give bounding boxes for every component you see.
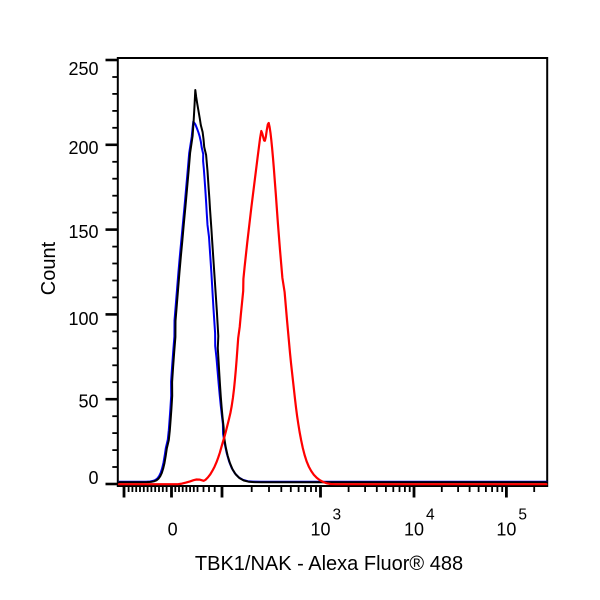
svg-text:10: 10 (310, 520, 330, 540)
svg-text:Count: Count (38, 241, 60, 295)
svg-text:10: 10 (404, 520, 424, 540)
svg-text:50: 50 (78, 392, 98, 412)
svg-text:200: 200 (68, 138, 98, 158)
svg-text:150: 150 (68, 222, 98, 242)
svg-text:0: 0 (88, 468, 98, 488)
svg-text:250: 250 (68, 59, 98, 79)
svg-text:4: 4 (426, 507, 435, 524)
svg-text:5: 5 (518, 507, 527, 524)
svg-text:TBK1/NAK - Alexa Fluor® 488: TBK1/NAK - Alexa Fluor® 488 (195, 553, 463, 575)
svg-text:0: 0 (168, 520, 178, 540)
svg-text:3: 3 (333, 507, 342, 524)
svg-text:100: 100 (68, 309, 98, 329)
svg-text:10: 10 (496, 520, 516, 540)
